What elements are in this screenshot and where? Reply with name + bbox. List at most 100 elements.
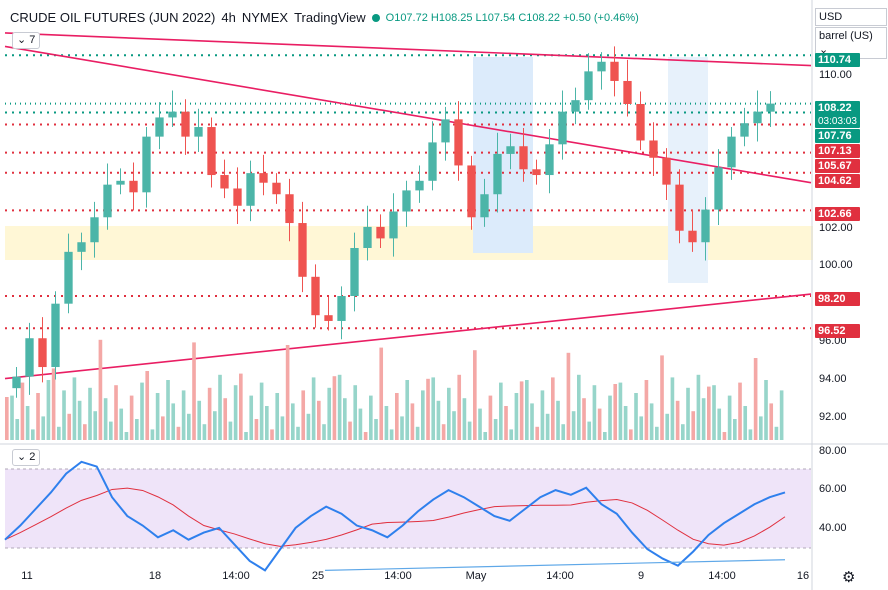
volume-bar — [161, 416, 165, 440]
volume-bar — [618, 382, 623, 440]
volume-bar — [348, 421, 352, 440]
volume-bar — [415, 426, 420, 440]
volume-bar — [753, 358, 758, 440]
chart-header: CRUDE OIL FUTURES (JUN 2022) 4h NYMEX Tr… — [10, 10, 639, 25]
time-tick-label: 14:00 — [546, 570, 574, 582]
candle-body — [389, 211, 398, 239]
volume-bar — [213, 411, 217, 440]
volume-bar — [452, 411, 456, 440]
volume-bar — [244, 432, 248, 440]
candle-body — [350, 248, 359, 296]
volume-bar — [644, 380, 649, 440]
volume-bar — [499, 382, 503, 440]
volume-bar — [483, 432, 488, 440]
candle-body — [740, 123, 749, 137]
candle-body — [493, 153, 502, 195]
volume-bar — [259, 382, 264, 440]
candle-body — [636, 104, 645, 141]
candle-body — [77, 242, 86, 252]
rsi-tick-label: 60.00 — [819, 483, 847, 495]
price-tick-label: 102.00 — [819, 222, 853, 234]
volume-bar — [696, 374, 701, 440]
volume-bar — [114, 385, 118, 440]
volume-bar — [322, 424, 326, 440]
candle-body — [337, 296, 346, 321]
indicators-toggle-rsi[interactable]: ⌄ 2 — [12, 449, 41, 466]
time-tick-label: 14:00 — [384, 570, 412, 582]
volume-bar — [488, 395, 493, 440]
indicators-toggle-main[interactable]: ⌄ 7 — [12, 32, 41, 49]
chevron-down-icon: ⌄ — [819, 44, 829, 56]
volume-bar — [717, 408, 722, 440]
candle-body — [623, 80, 632, 104]
currency-select[interactable]: USD — [815, 8, 887, 26]
candle-body — [168, 111, 177, 118]
volume-bar — [597, 408, 602, 440]
volume-bar — [395, 393, 399, 440]
volume-bar — [603, 432, 607, 440]
volume-bar — [743, 406, 748, 440]
chevron-down-icon: ⌄ — [17, 451, 27, 463]
candle-body — [649, 140, 658, 158]
volume-bar — [410, 403, 415, 440]
price-label-102-66: 102.66 — [815, 207, 860, 221]
volume-bar — [389, 429, 394, 440]
volume-bar — [327, 387, 332, 440]
volume-bar — [119, 408, 124, 440]
volume-bar — [181, 390, 186, 440]
price-candles — [12, 46, 775, 398]
volume-bar — [155, 393, 160, 440]
volume-bar — [41, 416, 46, 440]
volume-bar — [587, 421, 592, 440]
volume-bar — [649, 403, 654, 440]
candle-body — [181, 111, 190, 137]
volume-bar — [467, 421, 472, 440]
volume-bar — [514, 393, 519, 440]
volume-bar — [421, 390, 425, 440]
volume-bar — [265, 406, 269, 440]
volume-bar — [426, 378, 430, 440]
rsi-line — [4, 460, 786, 572]
candle-body — [64, 251, 73, 304]
volume-bar — [275, 393, 280, 440]
time-tick-label: 14:00 — [222, 570, 250, 582]
time-tick-label: 9 — [638, 570, 644, 582]
current-price-label: 108.22 03:03:03 — [815, 101, 860, 128]
volume-bar — [759, 416, 763, 440]
volume-bar — [83, 424, 87, 440]
indicator-count: 7 — [29, 34, 36, 46]
price-label-98-20: 98.20 — [815, 292, 860, 306]
volume-bar — [57, 426, 61, 440]
candle-body — [402, 190, 411, 212]
volume-bar — [317, 400, 321, 440]
price-tick-label: 94.00 — [819, 373, 847, 385]
currency-label: USD — [819, 11, 843, 23]
interval-label[interactable]: 4h — [221, 10, 236, 25]
volume-bar — [436, 400, 441, 440]
time-tick-label: 14:00 — [708, 570, 736, 582]
price-axis-ticks[interactable]: 110.00102.00100.0098.0096.0094.0092.0080… — [819, 69, 853, 534]
volume-bar — [192, 342, 196, 440]
volume-bar — [135, 419, 139, 440]
candle-body — [259, 173, 268, 183]
volume-bar — [405, 380, 410, 440]
volume-bar — [77, 400, 82, 440]
candle-body — [506, 146, 515, 154]
symbol-title[interactable]: CRUDE OIL FUTURES (JUN 2022) — [10, 10, 216, 25]
volume-bar — [249, 395, 254, 440]
trendline-1 — [4, 45, 812, 184]
price-tick-label: 110.00 — [819, 69, 852, 81]
volume-bar — [535, 426, 540, 440]
volume-bar — [369, 395, 373, 440]
volume-bar — [280, 416, 285, 440]
volume-bar — [337, 374, 342, 440]
candle-body — [415, 180, 424, 191]
time-axis-ticks[interactable]: 11 18 14:00 25 14:00 May 14:00 9 14:00 16 — [21, 570, 809, 582]
volume-bar — [519, 381, 524, 440]
candle-body — [597, 61, 606, 72]
volume-bar — [665, 413, 670, 440]
volume-bar — [748, 429, 753, 440]
candle-body — [467, 165, 476, 218]
settings-gear-icon[interactable]: ⚙ — [842, 569, 856, 586]
